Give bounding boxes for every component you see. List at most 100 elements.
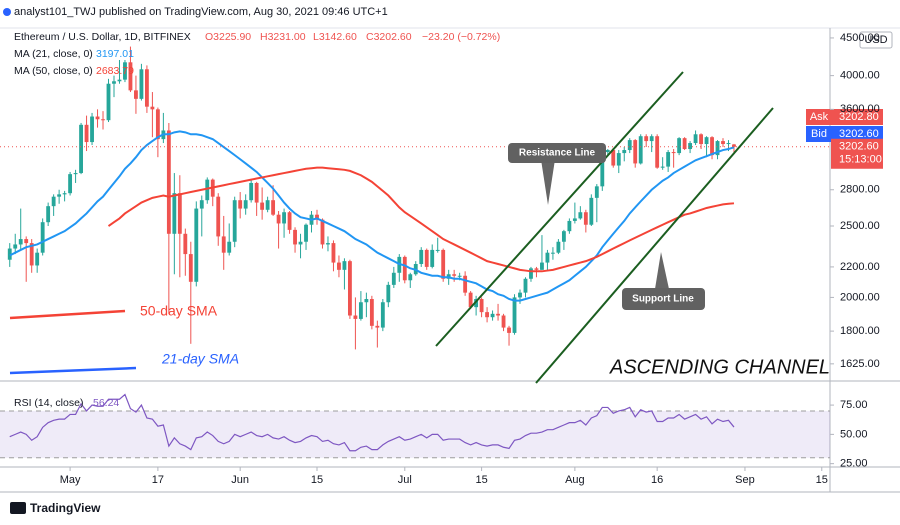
candle-body	[155, 109, 160, 140]
candle-body	[134, 90, 138, 99]
candle-body	[534, 268, 539, 270]
ohlc: O3225.90	[205, 31, 251, 43]
candle-body	[391, 272, 396, 285]
ask-label: Ask	[810, 111, 829, 123]
candle-body	[35, 252, 40, 266]
footer: TradingView	[30, 501, 101, 515]
candle-body	[583, 212, 588, 225]
ohlc: −23.20 (−0.72%)	[422, 31, 500, 43]
annotation: 50-day SMA	[140, 303, 218, 319]
candle-body	[183, 233, 188, 255]
candle-body	[693, 134, 698, 144]
x-tick-label: Jun	[231, 474, 249, 486]
candle-body	[616, 153, 621, 166]
y-tick-label: 3600.00	[840, 103, 880, 115]
candle-body	[40, 222, 45, 253]
x-tick-label: 15	[311, 474, 323, 486]
candle-body	[51, 196, 56, 207]
candle-body	[249, 182, 254, 201]
moving-average	[9, 130, 735, 302]
candle-body	[95, 116, 100, 120]
candle-body	[452, 274, 457, 276]
callout-text: Support Line	[632, 294, 694, 305]
candle-body	[545, 252, 550, 263]
candle-body	[490, 313, 495, 318]
y-tick-label: 2200.00	[840, 261, 880, 273]
last-price-label: 3202.60	[839, 141, 879, 153]
candle-body	[24, 239, 29, 244]
candle-body	[649, 136, 654, 142]
ohlc: H3231.00	[260, 31, 306, 43]
channel-line	[435, 71, 684, 347]
y-tick-label: 1800.00	[840, 325, 880, 337]
bid-box	[833, 126, 883, 142]
legend-value: 56.24	[93, 397, 119, 409]
candle-body	[419, 249, 424, 265]
candle-body	[677, 138, 682, 154]
legend-value: 3197.01	[96, 48, 134, 60]
candle-body	[304, 224, 308, 242]
candle-body	[540, 262, 544, 270]
legend-value: 2683.79	[96, 65, 134, 77]
candle-body	[441, 249, 446, 279]
candle-body	[567, 220, 572, 232]
moving-average	[107, 166, 735, 273]
candle-body	[688, 143, 693, 150]
candle-body	[578, 212, 583, 219]
candle-body	[46, 206, 51, 223]
x-tick-label: Aug	[565, 474, 585, 486]
x-tick-label: 17	[152, 474, 164, 486]
y-tick-label: 4000.00	[840, 70, 880, 82]
candle-body	[638, 136, 643, 164]
candle-body	[216, 196, 221, 237]
candle-body	[507, 327, 511, 333]
candle-body	[605, 150, 610, 153]
rsi-tick-label: 50.00	[840, 428, 868, 440]
candle-body	[512, 297, 517, 333]
candle-body	[633, 140, 638, 164]
candle-body	[271, 200, 276, 215]
legend-entry: MA (50, close, 0)	[14, 65, 93, 77]
candle-body	[380, 302, 385, 328]
candle-body	[572, 218, 577, 221]
candle-body	[682, 138, 687, 150]
candle-body	[600, 152, 605, 187]
candle-body	[342, 261, 347, 270]
channel-line	[535, 107, 774, 384]
candle-body	[150, 106, 155, 110]
candle-body	[369, 299, 374, 326]
x-tick-label: Jul	[398, 474, 412, 486]
candle-body	[551, 252, 555, 254]
author-icon	[3, 8, 11, 16]
bid-label-box	[806, 126, 833, 142]
candle-body	[298, 241, 303, 245]
candle-body	[523, 278, 528, 293]
y-tick-label: 1625.00	[840, 358, 880, 370]
candle-body	[435, 249, 440, 251]
callout-text: Resistance Line	[519, 148, 596, 159]
candle-body	[364, 299, 369, 303]
candle-body	[282, 212, 286, 224]
candle-body	[358, 302, 363, 319]
candle-body	[123, 62, 127, 80]
symbol: Ethereum / U.S. Dollar, 1D, BITFINEX	[14, 31, 191, 43]
candle-body	[117, 79, 122, 82]
candle-body	[408, 274, 413, 281]
candle-body	[315, 214, 319, 220]
candle-body	[254, 182, 259, 203]
candle-body	[666, 152, 671, 167]
candle-body	[594, 186, 599, 198]
legend-line	[9, 309, 126, 320]
candle-body	[177, 193, 182, 234]
candle-body	[611, 150, 616, 166]
candle-body	[496, 313, 500, 316]
candle-body	[660, 166, 665, 168]
candle-body	[276, 214, 281, 224]
price-pane	[0, 46, 830, 350]
y-tick-label: 2800.00	[840, 184, 880, 196]
candle-body	[62, 193, 67, 195]
candle-body	[529, 268, 533, 279]
x-tick-label: Sep	[735, 474, 755, 486]
candle-body	[232, 200, 237, 242]
x-tick-label: 15	[816, 474, 828, 486]
